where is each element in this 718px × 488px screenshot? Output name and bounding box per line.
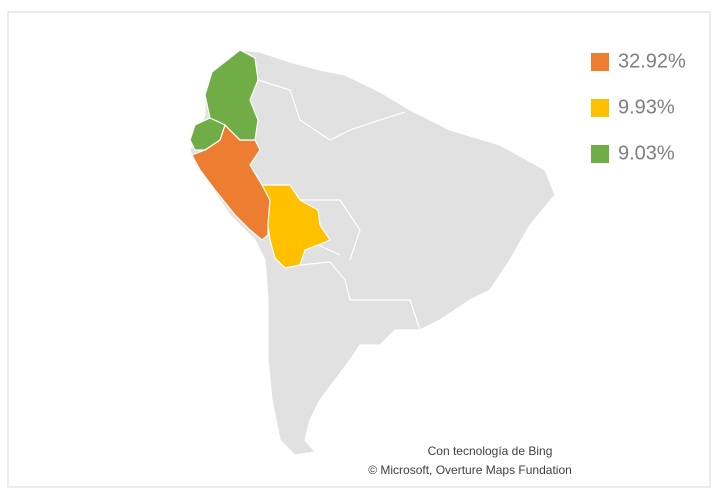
continent: [189, 49, 556, 456]
region: [261, 184, 331, 269]
legend-swatch: [591, 145, 609, 163]
attribution: © Microsoft, Overture Maps Fundation: [368, 463, 572, 477]
attribution: Con tecnología de Bing: [428, 444, 553, 458]
region: [189, 117, 226, 151]
legend-label: 9.03%: [618, 142, 675, 164]
border: [257, 79, 421, 331]
region: [204, 49, 259, 141]
legend-label: 32.92%: [618, 50, 686, 72]
legend-swatch: [591, 53, 609, 71]
legend-swatch: [591, 99, 609, 117]
legend-label: 9.93%: [618, 96, 675, 118]
